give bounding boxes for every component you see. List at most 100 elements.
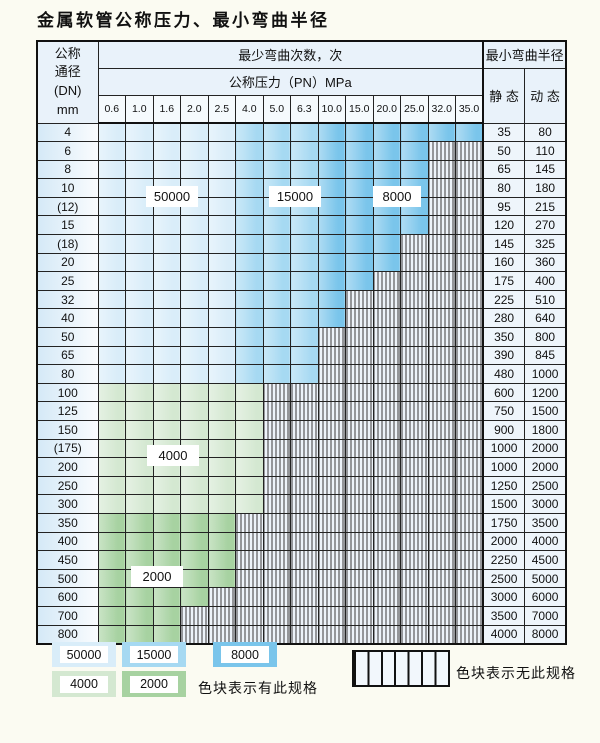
spec-cell	[152, 494, 181, 514]
spec-cell	[207, 345, 236, 366]
bend-cycles-header: 最少弯曲次数，次	[97, 40, 484, 69]
pn-col-header: 1.6	[152, 94, 181, 124]
spec-cell	[235, 605, 264, 626]
spec-cell	[427, 382, 456, 403]
spec-cell	[400, 271, 429, 291]
spec-cell	[125, 215, 154, 236]
spec-cell	[235, 494, 264, 514]
spec-cell	[455, 605, 484, 626]
spec-cell	[262, 159, 291, 180]
spec-cell	[427, 289, 456, 310]
spec-cell	[400, 382, 429, 403]
spec-cell	[262, 234, 291, 254]
spec-cell	[235, 159, 264, 180]
spec-cell	[97, 141, 126, 161]
spec-cell	[125, 382, 154, 403]
static-radius-cell: 35	[482, 122, 526, 143]
spec-cell	[262, 494, 291, 514]
pn-col-header: 1.0	[125, 94, 154, 124]
spec-cell	[290, 475, 319, 496]
spec-cell	[317, 420, 346, 440]
spec-cell	[180, 289, 209, 310]
spec-cell	[400, 215, 429, 236]
spec-cell	[207, 327, 236, 347]
spec-cell	[262, 327, 291, 347]
spec-cell	[262, 122, 291, 143]
spec-cell	[97, 568, 126, 589]
spec-cell	[207, 531, 236, 552]
spec-cell	[235, 401, 264, 421]
static-radius-cell: 1250	[482, 475, 526, 496]
dn-cell: 6	[36, 141, 99, 161]
spec-cell	[290, 364, 319, 384]
spec-cell	[345, 289, 374, 310]
spec-cell	[262, 475, 291, 496]
spec-cell	[207, 122, 236, 143]
spec-cell	[97, 122, 126, 143]
spec-cell	[97, 364, 126, 384]
spec-cell	[400, 364, 429, 384]
spec-cell	[290, 624, 319, 645]
spec-cell	[455, 364, 484, 384]
spec-cell	[97, 196, 126, 217]
dn-cell: 4	[36, 122, 99, 143]
spec-cell	[207, 178, 236, 198]
spec-cell	[180, 382, 209, 403]
table-row: 80 480 1000	[36, 364, 567, 384]
dn-cell: 200	[36, 457, 99, 477]
dn-cell: 50	[36, 327, 99, 347]
spec-cell	[180, 159, 209, 180]
spec-cell	[235, 252, 264, 273]
spec-cell	[427, 141, 456, 161]
spec-cell	[317, 196, 346, 217]
spec-cell	[262, 568, 291, 589]
spec-cell	[455, 475, 484, 496]
spec-cell	[152, 271, 181, 291]
dn-cell: 32	[36, 289, 99, 310]
spec-cell	[372, 624, 401, 645]
spec-cell	[372, 159, 401, 180]
spec-cell	[345, 568, 374, 589]
spec-cell	[97, 475, 126, 496]
table-row: 600 3000 6000	[36, 587, 567, 607]
spec-cell	[207, 196, 236, 217]
spec-cell	[125, 494, 154, 514]
table-row: 100 600 1200	[36, 382, 567, 403]
spec-cell	[290, 587, 319, 607]
spec-cell	[97, 512, 126, 533]
static-radius-cell: 65	[482, 159, 526, 180]
spec-cell	[345, 494, 374, 514]
spec-cell	[235, 178, 264, 198]
spec-cell	[152, 624, 181, 645]
spec-cell	[125, 401, 154, 421]
spec-cell	[427, 215, 456, 236]
dn-cell: 40	[36, 308, 99, 329]
pressure-header: 公称压力（PN）MPa	[97, 67, 484, 96]
spec-cell	[125, 457, 154, 477]
spec-cell	[400, 141, 429, 161]
spec-cell	[235, 327, 264, 347]
legend-swatch-15000: 15000	[122, 642, 186, 667]
spec-cell	[180, 401, 209, 421]
pn-col-header: 15.0	[345, 94, 374, 124]
pn-col-header: 10.0	[317, 94, 346, 124]
spec-cell	[400, 401, 429, 421]
dn-cell: 25	[36, 271, 99, 291]
spec-cell	[455, 438, 484, 459]
table-row: 15 120 270	[36, 215, 567, 236]
spec-cell	[345, 438, 374, 459]
spec-cell	[290, 234, 319, 254]
spec-cell	[180, 550, 209, 570]
static-radius-cell: 4000	[482, 624, 526, 645]
spec-cell	[290, 438, 319, 459]
static-radius-cell: 3000	[482, 587, 526, 607]
spec-cell	[152, 364, 181, 384]
spec-cell	[317, 178, 346, 198]
spec-cell	[317, 122, 346, 143]
spec-cell	[290, 308, 319, 329]
spec-cell	[97, 531, 126, 552]
dynamic-radius-cell: 2500	[524, 475, 567, 496]
dn-cell: 400	[36, 531, 99, 552]
table-row: 6 50 110	[36, 141, 567, 161]
spec-cell	[207, 457, 236, 477]
